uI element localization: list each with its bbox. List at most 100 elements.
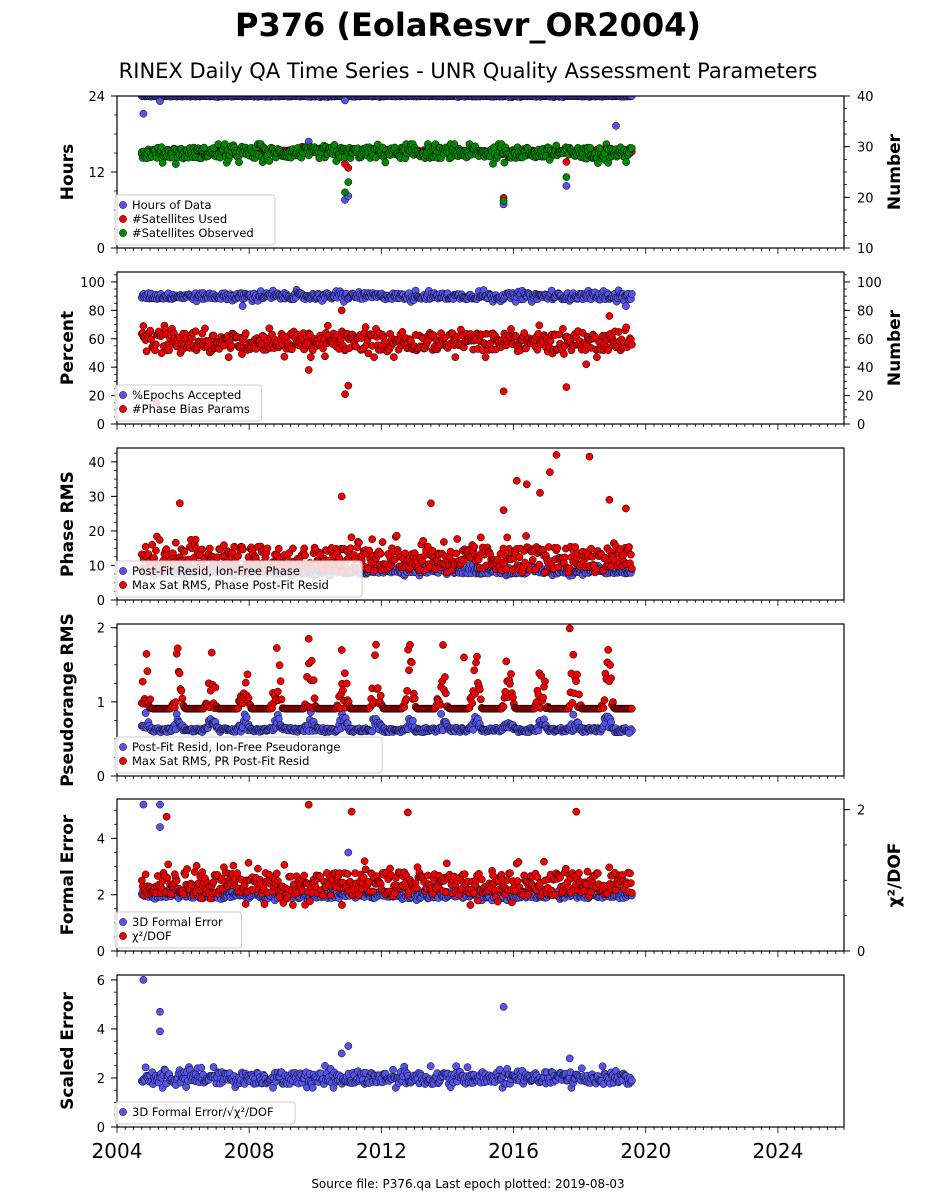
data-point <box>586 144 595 152</box>
data-point <box>502 565 511 574</box>
data-point <box>148 540 157 549</box>
y-tick-label: 12 <box>88 166 105 181</box>
series-points <box>137 96 636 209</box>
data-point <box>146 695 155 704</box>
data-point <box>410 694 419 703</box>
y2-tick-label: 60 <box>857 333 874 348</box>
legend-label: %Epochs Accepted <box>132 388 241 402</box>
data-point <box>376 691 385 700</box>
series-1 <box>137 451 636 577</box>
data-point <box>593 353 601 362</box>
data-point-outlier <box>612 121 620 130</box>
data-point <box>342 679 351 688</box>
data-point <box>209 331 218 340</box>
y-tick-label: 40 <box>88 361 105 376</box>
data-point <box>522 532 530 540</box>
data-point <box>276 677 285 686</box>
data-point-outlier <box>546 468 554 477</box>
data-point <box>398 328 407 336</box>
series-2 <box>137 140 636 205</box>
data-point <box>511 331 520 340</box>
data-point <box>453 535 462 543</box>
data-point <box>205 544 214 553</box>
data-point-outlier <box>139 109 148 118</box>
data-point-outlier <box>175 499 184 508</box>
figure-title: P376 (EolaResvr_OR2004) <box>235 6 701 44</box>
data-point <box>241 678 250 687</box>
data-point <box>138 677 147 686</box>
data-point <box>452 549 461 558</box>
data-point-outlier <box>562 182 571 190</box>
data-point <box>476 533 485 542</box>
legend-marker <box>119 567 127 575</box>
data-point <box>339 686 347 695</box>
legend-label: Post-Fit Resid, Ion-Free Phase <box>132 564 300 578</box>
data-point <box>220 541 228 550</box>
data-point-outlier <box>499 506 508 515</box>
data-point <box>450 140 459 148</box>
data-point <box>144 550 153 558</box>
data-point <box>565 564 574 573</box>
data-point-outlier <box>512 476 521 485</box>
y-tick-label: 30 <box>88 490 105 505</box>
data-point <box>378 538 387 546</box>
data-point <box>481 353 490 362</box>
data-point <box>143 667 152 676</box>
data-point <box>507 325 515 333</box>
data-point <box>180 547 189 556</box>
data-point <box>307 656 316 665</box>
data-point <box>171 160 180 168</box>
y2-tick-label: 40 <box>857 361 874 376</box>
data-point-outlier <box>344 381 353 390</box>
data-point <box>152 340 160 349</box>
data-point <box>288 345 296 354</box>
data-point <box>191 535 200 544</box>
series-0 <box>137 285 636 310</box>
data-point <box>592 565 600 573</box>
data-point <box>535 560 544 569</box>
legend-box <box>114 194 276 246</box>
legend-box <box>114 560 363 598</box>
data-point-outlier <box>344 164 353 172</box>
y-tick-label: 100 <box>80 276 105 291</box>
data-point <box>321 352 329 361</box>
data-point <box>402 695 411 703</box>
data-point <box>373 684 382 692</box>
data-point <box>152 546 160 555</box>
data-point <box>614 328 623 336</box>
data-point <box>306 353 315 362</box>
y-tick-label: 0 <box>97 418 105 433</box>
data-point <box>627 144 636 152</box>
data-point <box>376 549 385 558</box>
data-point <box>238 545 247 554</box>
data-point-outlier <box>605 312 614 320</box>
data-point <box>289 544 297 553</box>
series-points <box>137 285 636 407</box>
data-point-outlier <box>562 158 571 166</box>
series-points <box>137 624 636 737</box>
y2-axis-label: Number <box>885 309 905 386</box>
data-point-outlier <box>536 489 544 497</box>
data-point-outlier <box>156 97 164 105</box>
data-point <box>440 538 448 546</box>
data-point <box>263 544 272 553</box>
data-point-outlier <box>337 306 346 315</box>
data-point <box>528 556 537 564</box>
data-point <box>301 551 309 560</box>
data-point <box>459 556 468 565</box>
data-point <box>211 683 220 692</box>
data-point <box>141 542 150 551</box>
data-point <box>627 290 636 298</box>
data-point-outlier <box>341 390 349 399</box>
data-point-outlier <box>337 492 346 501</box>
data-point <box>622 323 631 332</box>
data-point <box>141 709 150 717</box>
data-point <box>272 644 281 652</box>
data-point-outlier <box>499 387 508 396</box>
data-point-outlier <box>139 322 148 330</box>
data-point <box>470 542 479 551</box>
data-point <box>280 352 289 361</box>
legend-marker <box>119 215 127 223</box>
